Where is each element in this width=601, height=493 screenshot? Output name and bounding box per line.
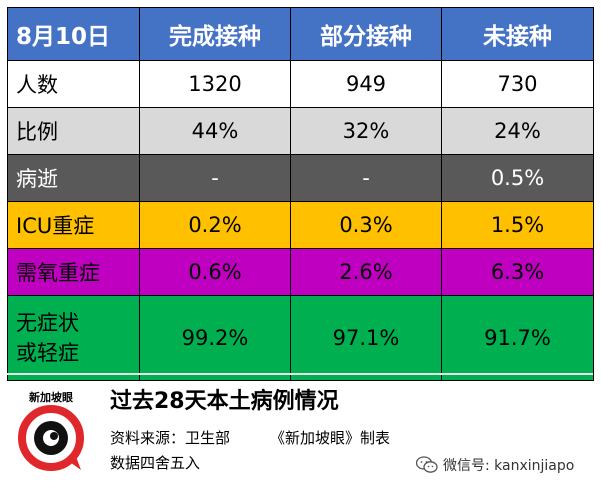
table-header-row: 8月10日 完成接种 部分接种 未接种 xyxy=(7,7,594,61)
wechat-label: 微信号: kanxinjiapo xyxy=(443,458,575,474)
row-label: 需氧重症 xyxy=(7,248,140,296)
table-cell: 44% xyxy=(139,107,291,155)
header-unvaccinated: 未接种 xyxy=(441,7,594,61)
rounding-note: 数据四舍五入 xyxy=(110,454,201,472)
table-cell: 24% xyxy=(441,107,594,155)
table-row-count: 人数 1320 949 730 xyxy=(7,60,594,108)
divider xyxy=(7,373,593,375)
row-label: 人数 xyxy=(7,60,140,108)
table-row-mild: 无症状 或轻症 99.2% 97.1% 91.7% xyxy=(7,295,594,381)
source-label: 资料来源：卫生部 xyxy=(110,429,231,447)
svg-text:新加坡眼: 新加坡眼 xyxy=(29,390,73,404)
table-cell: 1320 xyxy=(139,60,291,108)
header-partially-vaccinated: 部分接种 xyxy=(290,7,442,61)
row-label-line2: 或轻症 xyxy=(16,341,79,365)
table-cell: 0.6% xyxy=(139,248,291,296)
row-label: 无症状 或轻症 xyxy=(7,295,140,381)
wechat-id: 微信号: kanxinjiapo xyxy=(415,455,575,475)
wechat-icon xyxy=(415,456,438,474)
table-cell: 1.5% xyxy=(441,201,594,249)
row-label: 病逝 xyxy=(7,154,140,202)
table-cell: 0.2% xyxy=(139,201,291,249)
table-cell: 730 xyxy=(441,60,594,108)
vaccination-stats-table: 8月10日 完成接种 部分接种 未接种 人数 1320 949 730 比例 4… xyxy=(7,7,594,381)
table-row-deaths: 病逝 - - 0.5% xyxy=(7,154,594,202)
chart-title: 过去28天本土病例情况 xyxy=(110,389,339,414)
table-cell: 949 xyxy=(290,60,442,108)
table-cell: 99.2% xyxy=(139,295,291,381)
header-fully-vaccinated: 完成接种 xyxy=(139,7,291,61)
header-date: 8月10日 xyxy=(7,7,140,61)
table-cell: 97.1% xyxy=(290,295,442,381)
row-label: 比例 xyxy=(7,107,140,155)
eye-logo-icon: 新加坡眼 xyxy=(9,388,93,472)
maker-label: 《新加坡眼》制表 xyxy=(270,429,391,447)
row-label-line1: 无症状 xyxy=(16,310,79,335)
table-cell: 32% xyxy=(290,107,442,155)
table-row-oxygen: 需氧重症 0.6% 2.6% 6.3% xyxy=(7,248,594,296)
table-row-icu: ICU重症 0.2% 0.3% 1.5% xyxy=(7,201,594,249)
table-cell: - xyxy=(139,154,291,202)
table-cell: 2.6% xyxy=(290,248,442,296)
table-row-ratio: 比例 44% 32% 24% xyxy=(7,107,594,155)
table-cell: 6.3% xyxy=(441,248,594,296)
row-label: ICU重症 xyxy=(7,201,140,249)
table-cell: 0.3% xyxy=(290,201,442,249)
table-cell: 0.5% xyxy=(441,154,594,202)
source-line: 资料来源：卫生部 《新加坡眼》制表 xyxy=(110,427,390,448)
table-cell: - xyxy=(290,154,442,202)
table-cell: 91.7% xyxy=(441,295,594,381)
